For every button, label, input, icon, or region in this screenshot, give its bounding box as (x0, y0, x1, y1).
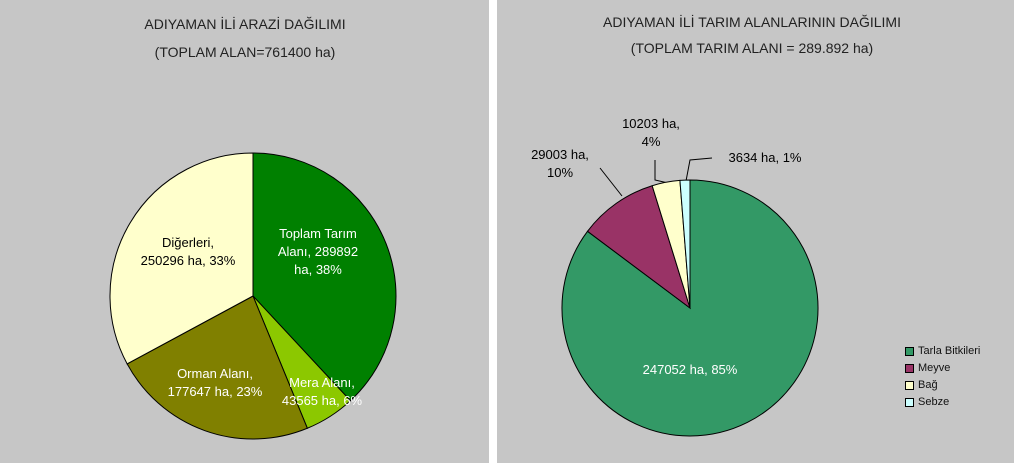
leader-line (654, 160, 669, 184)
legend-swatch (905, 397, 914, 407)
legend-label: Meyve (918, 362, 951, 374)
data-label: 3634 ha, 1% (728, 150, 802, 165)
data-label: Mera Alanı, 43565 ha, 6% (281, 375, 363, 408)
data-label: 247052 ha, 85% (642, 362, 738, 377)
legend-entry: Meyve (905, 362, 950, 374)
data-label: 10203 ha, 4% (622, 116, 680, 149)
pie-slice (109, 152, 254, 365)
legend-label: Sebze (918, 396, 950, 408)
legend-entry: Bağ (905, 379, 938, 391)
chart-subtitle: (TOPLAM TARIM ALANI = 289.892 ha) (630, 40, 874, 56)
legend-swatch (905, 380, 914, 390)
legend-swatch (905, 363, 914, 373)
data-label: Toplam Tarım Alanı, 289892 ha, 38% (277, 226, 359, 277)
chart-title: ADIYAMAN İLİ ARAZİ DAĞILIMI (144, 16, 346, 32)
pie-slice (252, 152, 397, 402)
legend-label: Tarla Bitkileri (918, 345, 981, 357)
pie-slice (679, 179, 691, 309)
leader-line (599, 167, 623, 197)
pie-slice (126, 295, 309, 440)
chart-title: ADIYAMAN İLİ TARIM ALANLARININ DAĞILIMI (603, 14, 901, 30)
data-label: 29003 ha, 10% (531, 147, 589, 180)
pie-slice (586, 185, 691, 310)
data-label: Orman Alanı, 177647 ha, 23% (167, 366, 263, 399)
chart-subtitle: (TOPLAM ALAN=761400 ha) (154, 44, 336, 60)
data-label: Diğerleri, 250296 ha, 33% (140, 235, 236, 268)
legend-label: Bağ (918, 379, 938, 391)
legend-entry: Tarla Bitkileri (905, 345, 980, 357)
legend-swatch (905, 346, 914, 356)
leader-line (685, 157, 713, 182)
legend-entry: Sebze (905, 396, 949, 408)
